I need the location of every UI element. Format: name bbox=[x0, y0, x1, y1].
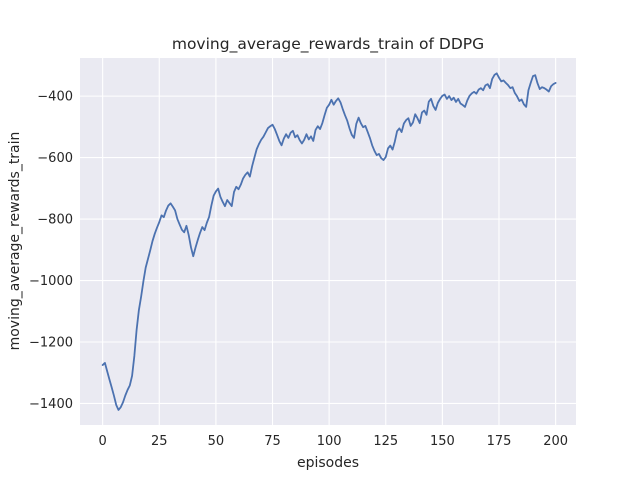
y-tick-label: −1400 bbox=[29, 397, 73, 412]
x-axis-label: episodes bbox=[296, 455, 360, 471]
series-line-moving_average_rewards_train bbox=[101, 72, 557, 411]
x-tick-label: 25 bbox=[151, 434, 168, 449]
y-tick-label: −800 bbox=[37, 213, 73, 228]
x-tick-label: 75 bbox=[264, 434, 281, 449]
y-tick-label: −1000 bbox=[29, 274, 73, 289]
x-tick-label: 150 bbox=[430, 434, 455, 449]
axes-background bbox=[80, 58, 576, 425]
x-tick-label: 125 bbox=[373, 434, 398, 449]
x-tick-label: 100 bbox=[317, 434, 342, 449]
x-tick-label: 175 bbox=[487, 434, 512, 449]
x-tick-label: 0 bbox=[99, 434, 107, 449]
y-tick-label: −1200 bbox=[29, 336, 73, 351]
chart-title: moving_average_rewards_train of DDPG bbox=[171, 35, 485, 53]
x-tick-label: 50 bbox=[208, 434, 225, 449]
y-tick-label: −600 bbox=[37, 151, 73, 166]
x-tick-label: 200 bbox=[543, 434, 568, 449]
y-tick-label: −400 bbox=[37, 90, 73, 105]
